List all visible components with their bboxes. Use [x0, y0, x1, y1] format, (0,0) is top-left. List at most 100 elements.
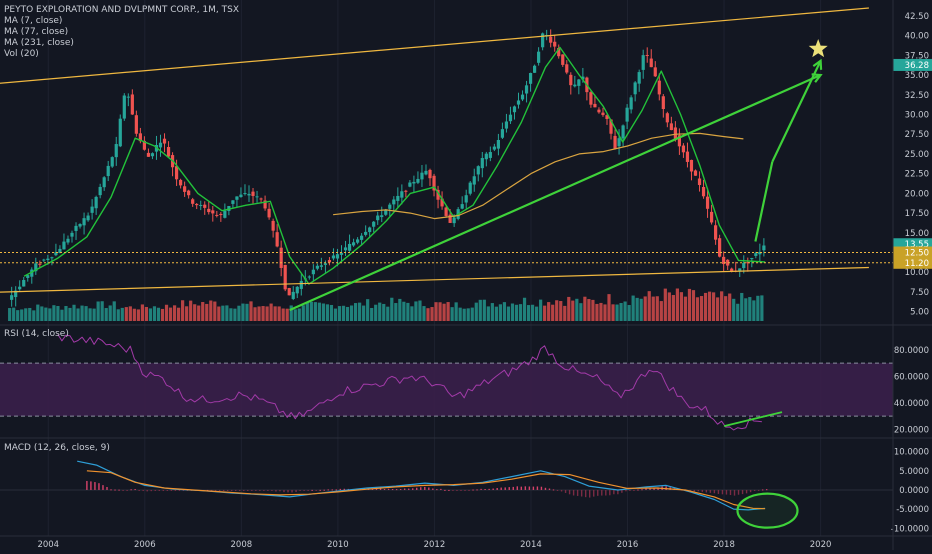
macd-histogram-bar — [243, 489, 245, 491]
candle-body — [609, 119, 613, 134]
candle-body — [219, 213, 223, 216]
candle-body — [295, 286, 299, 294]
volume-bar — [156, 307, 161, 321]
macd-histogram-bar — [118, 489, 120, 491]
macd-histogram-bar — [395, 489, 398, 491]
macd-histogram-bar — [745, 489, 748, 494]
candle-body — [275, 232, 279, 247]
macd-histogram-bar — [218, 489, 221, 491]
candle-body — [118, 118, 122, 147]
volume-bar — [522, 297, 527, 321]
price-tick-label: 10.00 — [905, 268, 929, 278]
candle-body — [613, 135, 617, 149]
legend-ma7[interactable]: MA (7, close) — [4, 16, 62, 26]
candle-body — [569, 74, 573, 86]
volume-bar — [410, 306, 414, 321]
candle-body — [162, 138, 167, 144]
time-tick-label: 2010 — [327, 540, 349, 550]
volume-bar — [390, 297, 394, 321]
time-tick-label: 2012 — [424, 540, 446, 550]
volume-bar — [265, 306, 269, 321]
legend-volume[interactable]: Vol (20) — [4, 49, 39, 59]
volume-bar — [450, 307, 454, 321]
macd-histogram-bar — [737, 489, 740, 495]
volume-bar — [659, 301, 663, 321]
candle-body — [34, 263, 38, 272]
volume-bar — [732, 298, 736, 321]
volume-bar — [667, 292, 671, 321]
macd-histogram-bar — [110, 489, 112, 491]
rsi-title[interactable]: RSI (14, close) — [4, 329, 69, 339]
candle-body — [388, 204, 392, 209]
volume-bar — [671, 295, 675, 321]
macd-histogram-bar — [568, 489, 571, 495]
macd-title[interactable]: MACD (12, 26, close, 9) — [4, 443, 110, 453]
macd-histogram-bar — [544, 487, 547, 490]
macd-histogram-bar — [287, 489, 289, 493]
macd-histogram-bar — [633, 489, 635, 491]
volume-bar — [297, 308, 301, 321]
macd-histogram-bar — [182, 489, 185, 491]
volume-bar — [635, 297, 639, 321]
volume-bar — [245, 303, 249, 321]
price-tag-label: 36.28 — [905, 61, 929, 71]
volume-bar — [128, 306, 132, 321]
candle-body — [263, 200, 267, 209]
chart-title[interactable]: PEYTO EXPLORATION AND DVLPMNT CORP., 1M,… — [4, 5, 239, 15]
macd-histogram-bar — [263, 489, 265, 491]
macd-histogram-bar — [540, 486, 543, 490]
candle-body — [468, 182, 472, 194]
volume-bar — [418, 300, 422, 321]
volume-bar — [140, 304, 144, 321]
volume-bar — [148, 308, 153, 321]
macd-histogram-bar — [126, 489, 128, 491]
candle-body — [464, 195, 468, 203]
price-tag-label: 12.50 — [905, 249, 929, 259]
volume-bar — [181, 300, 185, 321]
macd-tick-label: -5.0000 — [896, 505, 929, 515]
legend-ma231[interactable]: MA (231, close) — [4, 38, 74, 48]
volume-bar — [736, 303, 740, 321]
candle-body — [351, 242, 356, 246]
candle-body — [380, 215, 384, 218]
macd-histogram-bar — [315, 489, 317, 491]
volume-bar — [313, 302, 317, 321]
macd-histogram-bar — [725, 489, 728, 495]
volume-bar — [241, 303, 245, 321]
candle-body — [134, 115, 138, 134]
macd-histogram-bar — [460, 489, 462, 491]
candle-body — [70, 232, 74, 237]
candle-body — [488, 152, 492, 158]
candle-body — [460, 204, 464, 209]
legend-ma77[interactable]: MA (77, close) — [4, 27, 68, 37]
macd-histogram-bar — [407, 488, 410, 490]
macd-histogram-bar — [597, 489, 599, 496]
volume-bar — [647, 291, 651, 321]
volume-bar — [237, 305, 241, 321]
candle-body — [420, 172, 424, 180]
candle-body — [50, 257, 54, 259]
macd-histogram-bar — [613, 489, 615, 495]
volume-bar — [679, 292, 684, 321]
candle-body — [231, 200, 235, 204]
candle-body — [581, 76, 585, 80]
candle-body — [82, 218, 86, 226]
candle-body — [508, 114, 513, 122]
volume-bar — [748, 297, 752, 321]
macd-histogram-bar — [327, 489, 329, 491]
volume-bar — [571, 300, 575, 321]
volume-bar — [752, 300, 756, 321]
volume-bar — [579, 303, 583, 321]
macd-histogram-bar — [520, 486, 523, 490]
volume-bar — [398, 298, 402, 321]
candle-body — [130, 94, 134, 115]
candle-body — [323, 263, 328, 265]
macd-histogram-bar — [721, 489, 724, 495]
volume-bar — [683, 296, 688, 321]
candle-body — [384, 209, 388, 215]
candle-body — [597, 109, 601, 113]
volume-bar — [651, 296, 655, 321]
candle-body — [657, 80, 661, 95]
macd-histogram-bar — [230, 489, 233, 491]
